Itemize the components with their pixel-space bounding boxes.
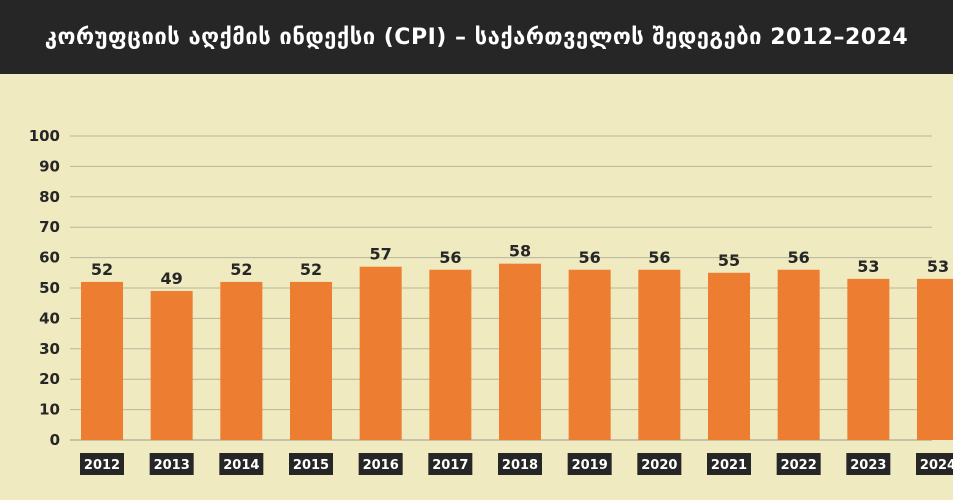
y-axis-ticks: 0 10 20 30 40 50 60 70 80 90 100 xyxy=(29,127,60,449)
bar-2022 xyxy=(777,269,820,440)
x-label-text: 2013 xyxy=(154,458,190,473)
x-label-box xyxy=(776,453,821,475)
bar-2020 xyxy=(638,269,681,440)
data-label-2023: 53 xyxy=(857,257,879,276)
bar-2019 xyxy=(568,269,611,440)
bar-2016 xyxy=(359,266,402,440)
x-label-2012: 2012 xyxy=(80,453,124,475)
x-label-box xyxy=(567,453,612,475)
chart-header: კორუფციის აღქმის ინდექსი (CPI) – საქართვ… xyxy=(0,0,953,74)
data-label-2021: 55 xyxy=(718,251,740,270)
x-label-2015: 2015 xyxy=(289,453,333,475)
y-tick-label: 50 xyxy=(39,279,60,297)
data-label-2015: 52 xyxy=(300,260,322,279)
x-label-box xyxy=(428,453,473,475)
data-label-2013: 49 xyxy=(161,269,183,288)
x-label-box xyxy=(289,453,333,475)
x-label-box xyxy=(358,453,403,475)
y-tick-label: 70 xyxy=(39,218,60,236)
bar-2013 xyxy=(150,291,193,440)
bar-2014 xyxy=(220,281,263,440)
chart-title: კორუფციის აღქმის ინდექსი (CPI) – საქართვ… xyxy=(44,24,909,50)
y-tick-label: 40 xyxy=(39,309,60,327)
bar-2018 xyxy=(499,263,541,440)
x-label-text: 2023 xyxy=(850,458,886,473)
bar-2015 xyxy=(290,281,332,440)
y-tick-label: 80 xyxy=(39,188,60,206)
data-label-2016: 57 xyxy=(370,245,392,264)
x-label-text: 2019 xyxy=(572,458,608,473)
x-label-text: 2024 xyxy=(920,458,953,473)
data-label-2014: 52 xyxy=(230,260,252,279)
x-label-text: 2018 xyxy=(502,458,538,473)
bar-2017 xyxy=(429,269,472,440)
x-label-2019: 2019 xyxy=(567,453,612,475)
x-label-box xyxy=(916,453,953,475)
x-label-box xyxy=(149,453,194,475)
x-label-box xyxy=(637,453,682,475)
x-label-box xyxy=(80,453,124,475)
x-label-2016: 2016 xyxy=(358,453,403,475)
x-label-text: 2022 xyxy=(781,458,817,473)
bars xyxy=(81,263,953,440)
x-label-2023: 2023 xyxy=(846,453,891,475)
x-label-box xyxy=(498,453,542,475)
x-label-2013: 2013 xyxy=(149,453,194,475)
x-label-text: 2021 xyxy=(711,458,747,473)
data-label-2024: 53 xyxy=(927,257,949,276)
x-label-text: 2017 xyxy=(432,458,468,473)
y-tick-label: 100 xyxy=(29,127,60,145)
bar-2024 xyxy=(917,278,953,440)
x-label-2024: 2024 xyxy=(916,453,953,475)
x-label-box xyxy=(219,453,264,475)
data-label-2019: 56 xyxy=(579,248,601,267)
x-label-text: 2012 xyxy=(84,458,120,473)
x-label-2017: 2017 xyxy=(428,453,473,475)
y-tick-label: 60 xyxy=(39,249,60,267)
x-label-2020: 2020 xyxy=(637,453,682,475)
x-label-text: 2015 xyxy=(293,458,329,473)
y-tick-label: 20 xyxy=(39,370,60,388)
y-tick-label: 0 xyxy=(50,431,60,449)
x-label-box xyxy=(707,453,751,475)
bar-2021 xyxy=(708,272,750,440)
bar-2012 xyxy=(81,281,123,440)
bar-2023 xyxy=(847,278,890,440)
data-label-2020: 56 xyxy=(648,248,670,267)
x-label-2014: 2014 xyxy=(219,453,264,475)
x-label-2022: 2022 xyxy=(776,453,821,475)
y-tick-label: 30 xyxy=(39,340,60,358)
data-label-2017: 56 xyxy=(439,248,461,267)
data-label-2012: 52 xyxy=(91,260,113,279)
y-tick-label: 10 xyxy=(39,401,60,419)
data-label-2018: 58 xyxy=(509,242,531,261)
x-label-text: 2014 xyxy=(223,458,259,473)
x-label-text: 2016 xyxy=(363,458,399,473)
y-tick-label: 90 xyxy=(39,157,60,175)
x-label-box xyxy=(846,453,891,475)
x-label-text: 2020 xyxy=(641,458,677,473)
data-labels: 52 49 52 52 57 56 58 56 56 55 56 53 53 xyxy=(91,242,949,288)
x-label-2021: 2021 xyxy=(707,453,751,475)
x-label-2018: 2018 xyxy=(498,453,542,475)
data-label-2022: 56 xyxy=(788,248,810,267)
x-axis-labels: 2012 2013 2014 2015 2016 2017 2018 2019 2020 2021… xyxy=(80,453,953,475)
